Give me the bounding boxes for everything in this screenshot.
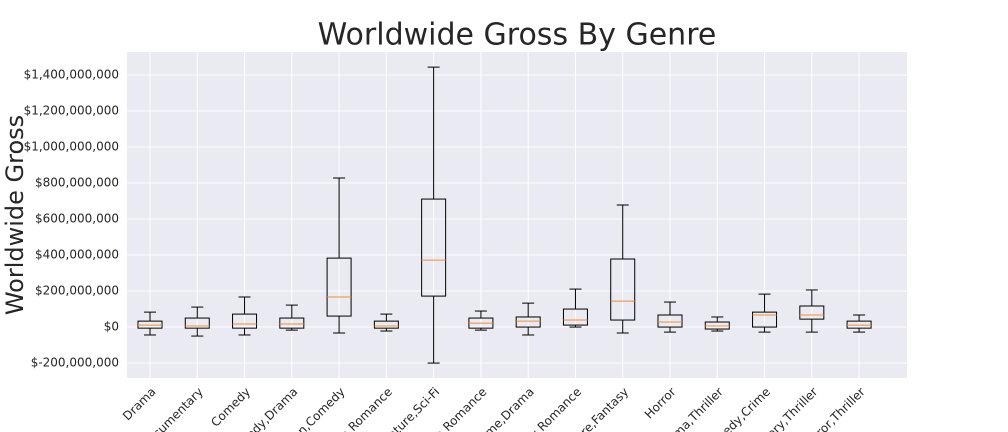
x-tick-label: Drama: [120, 385, 159, 424]
box: [799, 305, 825, 320]
y-axis-label: Worldwide Gross: [1, 115, 29, 315]
box: [373, 320, 399, 329]
chart-title: Worldwide Gross By Genre: [318, 18, 717, 53]
y-tick-label: $400,000,000: [35, 248, 119, 262]
box: [184, 317, 210, 329]
box: [232, 313, 258, 329]
box: [752, 311, 778, 328]
x-tick-label: Horror: [642, 385, 679, 422]
y-tick-label: $1,200,000,000: [24, 104, 119, 118]
y-tick-label: $-200,000,000: [31, 356, 119, 370]
box: [279, 317, 305, 329]
box: [421, 198, 447, 297]
box: [562, 308, 588, 326]
x-tick-label: Comedy: [208, 385, 253, 430]
plot-area: [127, 52, 907, 378]
y-tick-label: $200,000,000: [35, 284, 119, 298]
box: [326, 257, 352, 317]
y-tick-label: $600,000,000: [35, 212, 119, 226]
y-tick-label: $800,000,000: [35, 176, 119, 190]
y-tick-label: $1,400,000,000: [24, 68, 119, 82]
box: [610, 258, 636, 321]
y-tick-label: $1,000,000,000: [24, 140, 119, 154]
box: [657, 314, 683, 328]
y-tick-label: $0: [104, 320, 119, 334]
box: [515, 316, 541, 328]
